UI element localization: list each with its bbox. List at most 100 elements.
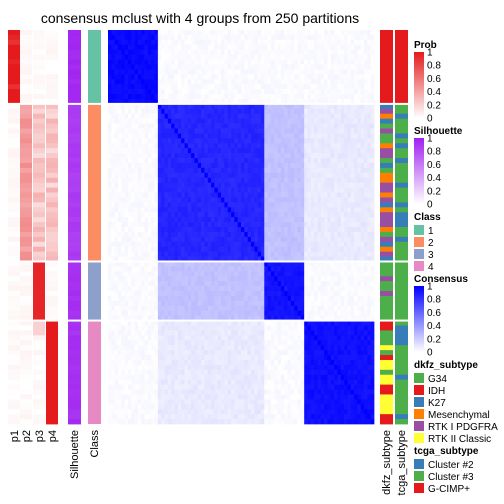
consensus-cell xyxy=(174,69,179,75)
consensus-cell xyxy=(274,217,278,223)
consensus-cell xyxy=(197,103,202,110)
consensus-cell xyxy=(131,217,135,223)
consensus-cell xyxy=(264,64,268,70)
consensus-cell xyxy=(187,231,192,238)
consensus-cell xyxy=(214,133,219,139)
consensus-cell xyxy=(327,138,332,144)
consensus-cell xyxy=(124,182,129,188)
consensus-cell xyxy=(171,207,175,213)
consensus-cell xyxy=(340,123,345,129)
consensus-cell xyxy=(177,256,182,262)
consensus-cell xyxy=(161,202,165,208)
consensus-cell xyxy=(237,59,242,65)
consensus-cell xyxy=(241,281,245,287)
consensus-cell xyxy=(364,281,368,287)
consensus-cell xyxy=(324,217,328,223)
consensus-cell xyxy=(191,74,195,80)
consensus-cell xyxy=(167,182,172,188)
consensus-cell xyxy=(108,256,112,262)
consensus-cell xyxy=(254,256,258,262)
consensus-cell xyxy=(300,251,305,257)
consensus-cell xyxy=(284,84,288,90)
consensus-cell xyxy=(250,261,255,267)
consensus-cell xyxy=(327,74,332,80)
consensus-cell xyxy=(257,54,262,60)
consensus-cell xyxy=(167,276,172,282)
consensus-cell xyxy=(114,271,119,277)
consensus-cell xyxy=(360,69,365,75)
consensus-cell xyxy=(241,158,245,164)
consensus-cell xyxy=(290,256,295,262)
consensus-cell xyxy=(247,39,252,46)
consensus-cell xyxy=(327,69,332,75)
consensus-cell xyxy=(167,153,172,159)
consensus-cell xyxy=(350,241,355,248)
consensus-cell xyxy=(290,187,295,193)
consensus-cell xyxy=(237,177,242,184)
consensus-cell xyxy=(167,94,172,100)
consensus-cell xyxy=(270,118,275,124)
consensus-cell xyxy=(290,64,295,70)
consensus-cell xyxy=(117,74,122,80)
consensus-cell xyxy=(250,118,255,124)
silhouette-cell xyxy=(68,30,81,36)
consensus-cell xyxy=(257,64,262,70)
consensus-cell xyxy=(234,281,239,287)
consensus-cell xyxy=(111,30,116,36)
consensus-cell xyxy=(214,103,219,110)
consensus-cell xyxy=(360,113,365,119)
consensus-cell xyxy=(350,69,355,75)
consensus-cell xyxy=(191,222,195,228)
consensus-cell xyxy=(284,148,288,154)
consensus-cell xyxy=(260,133,265,139)
consensus-cell xyxy=(201,94,205,100)
consensus-cell xyxy=(157,39,162,46)
consensus-cell xyxy=(204,212,209,218)
silhouette-cell xyxy=(68,49,81,56)
consensus-cell xyxy=(134,64,139,70)
consensus-cell xyxy=(354,118,358,124)
consensus-cell xyxy=(330,271,335,277)
consensus-cell xyxy=(287,256,292,262)
consensus-cell xyxy=(347,98,352,105)
consensus-cell xyxy=(184,98,189,105)
consensus-cell xyxy=(314,34,318,41)
consensus-cell xyxy=(131,84,135,90)
consensus-cell xyxy=(270,123,275,129)
consensus-cell xyxy=(280,49,285,55)
consensus-cell xyxy=(284,197,288,203)
prob-cell-p3 xyxy=(33,113,45,120)
consensus-cell xyxy=(194,192,199,198)
consensus-cell xyxy=(167,143,172,149)
consensus-cell xyxy=(224,281,229,287)
consensus-cell xyxy=(320,266,325,272)
consensus-cell xyxy=(317,251,322,257)
consensus-cell xyxy=(257,113,262,119)
consensus-cell xyxy=(257,202,262,208)
consensus-cell xyxy=(174,39,179,46)
consensus-cell xyxy=(227,108,232,115)
consensus-cell xyxy=(167,310,172,316)
consensus-cell xyxy=(224,236,229,243)
consensus-cell xyxy=(310,276,315,282)
prob-cell-p4 xyxy=(46,325,58,331)
consensus-cell xyxy=(127,246,132,252)
consensus-cell xyxy=(284,103,288,110)
consensus-cell xyxy=(241,231,245,238)
consensus-cell xyxy=(231,177,235,184)
consensus-cell xyxy=(137,64,142,70)
consensus-cell xyxy=(237,241,242,248)
consensus-cell xyxy=(280,276,285,282)
consensus-cell xyxy=(191,64,195,70)
consensus-cell xyxy=(144,167,149,174)
consensus-cell xyxy=(124,300,129,307)
consensus-cell xyxy=(317,182,322,188)
consensus-cell xyxy=(354,300,358,307)
prob-cell-p2 xyxy=(20,138,32,144)
consensus-cell xyxy=(117,34,122,41)
consensus-cell xyxy=(151,291,155,297)
consensus-cell xyxy=(317,222,322,228)
consensus-cell xyxy=(270,182,275,188)
consensus-cell xyxy=(314,182,318,188)
consensus-cell xyxy=(270,291,275,297)
